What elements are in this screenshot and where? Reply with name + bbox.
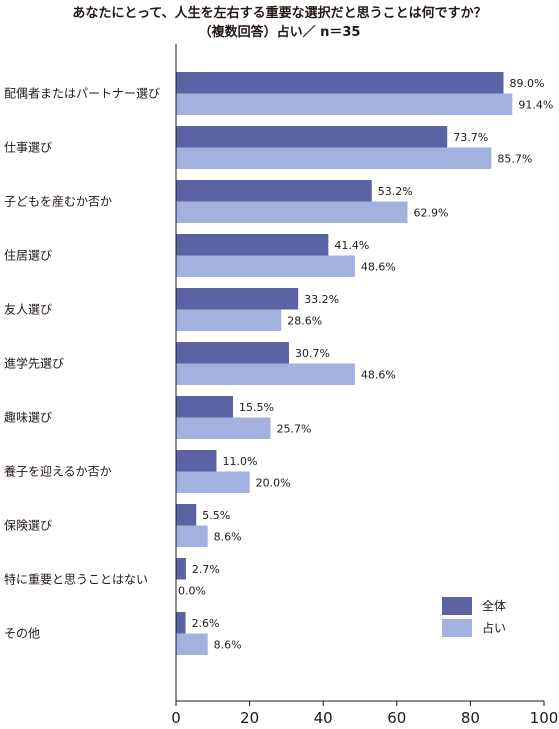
bar-fortune xyxy=(176,417,271,439)
data-label: 48.6% xyxy=(361,368,396,381)
data-label: 33.2% xyxy=(304,293,339,306)
data-label: 2.6% xyxy=(192,617,220,630)
bar-fortune xyxy=(176,255,355,277)
category-label: 進学先選び xyxy=(4,356,64,371)
data-label: 73.7% xyxy=(453,131,488,144)
bar-fortune xyxy=(176,471,250,493)
category-label: 保険選び xyxy=(4,519,52,533)
data-label: 53.2% xyxy=(378,185,413,198)
legend-label: 占い xyxy=(482,620,506,635)
category-label: 養子を迎えるか否か xyxy=(4,464,112,479)
chart-title: あなたにとって、人生を左右する重要な選択だと思うことは何ですか？ （複数回答）占… xyxy=(0,4,559,42)
data-label: 48.6% xyxy=(361,260,396,273)
data-label: 0.0% xyxy=(178,584,206,597)
labels-layer: 配偶者またはパートナー選び 89.0% 91.4% 仕事選び 73.7% 85.7% 子ども… xyxy=(4,77,553,652)
data-label: 41.4% xyxy=(334,239,369,252)
category-label: 子どもを産むか否か xyxy=(4,194,112,209)
x-tick-label: 40 xyxy=(314,709,333,727)
data-label: 85.7% xyxy=(497,152,532,165)
category-label: 仕事選び xyxy=(4,141,52,155)
bar-overall xyxy=(176,234,329,256)
data-label: 8.6% xyxy=(214,530,242,543)
data-label: 15.5% xyxy=(239,401,274,414)
chart-title-line2: （複数回答）占い／ n＝35 xyxy=(198,25,361,40)
x-tick-label: 20 xyxy=(240,709,259,727)
data-label: 89.0% xyxy=(510,77,545,90)
category-label: その他 xyxy=(4,627,40,641)
bar-overall xyxy=(176,558,186,580)
x-tick-label: 80 xyxy=(461,709,480,727)
data-label: 30.7% xyxy=(295,347,330,360)
bar-overall xyxy=(176,288,299,310)
bar-overall xyxy=(176,504,197,526)
legend-swatch xyxy=(442,619,472,637)
bar-fortune xyxy=(176,93,513,115)
bar-fortune xyxy=(176,309,282,331)
bar-overall xyxy=(176,450,217,472)
x-tick-label: 0 xyxy=(171,709,181,727)
bar-fortune xyxy=(176,525,208,547)
bar-fortune xyxy=(176,363,355,385)
category-label: 友人選び xyxy=(4,303,52,317)
bar-overall xyxy=(176,612,186,634)
axis-layer: 0 20 40 60 80 100 xyxy=(171,44,558,727)
category-label: 住居選び xyxy=(4,249,52,263)
chart-title-line1: あなたにとって、人生を左右する重要な選択だと思うことは何ですか？ xyxy=(72,6,487,21)
bar-overall xyxy=(176,342,289,364)
bar-overall xyxy=(176,180,372,202)
x-tick-label: 100 xyxy=(530,709,559,727)
legend-label: 全体 xyxy=(482,598,506,613)
bar-overall xyxy=(176,126,448,148)
bars-layer xyxy=(176,72,513,655)
data-label: 2.7% xyxy=(192,563,220,576)
data-label: 20.0% xyxy=(256,476,291,489)
data-label: 25.7% xyxy=(277,422,312,435)
data-label: 8.6% xyxy=(214,638,242,651)
bar-overall xyxy=(176,72,504,94)
category-label: 趣味選び xyxy=(4,410,52,425)
data-label: 5.5% xyxy=(202,509,230,522)
data-label: 11.0% xyxy=(222,455,257,468)
data-label: 28.6% xyxy=(287,314,322,327)
x-tick-label: 60 xyxy=(387,709,406,727)
bar-fortune xyxy=(176,147,492,169)
data-label: 62.9% xyxy=(413,206,448,219)
data-label: 91.4% xyxy=(518,98,553,111)
category-label: 配偶者またはパートナー選び xyxy=(4,87,160,101)
bar-overall xyxy=(176,396,234,418)
bar-fortune xyxy=(176,201,408,223)
legend-swatch xyxy=(442,597,472,615)
bar-fortune xyxy=(176,633,208,655)
category-label: 特に重要と思うことはない xyxy=(4,572,148,587)
